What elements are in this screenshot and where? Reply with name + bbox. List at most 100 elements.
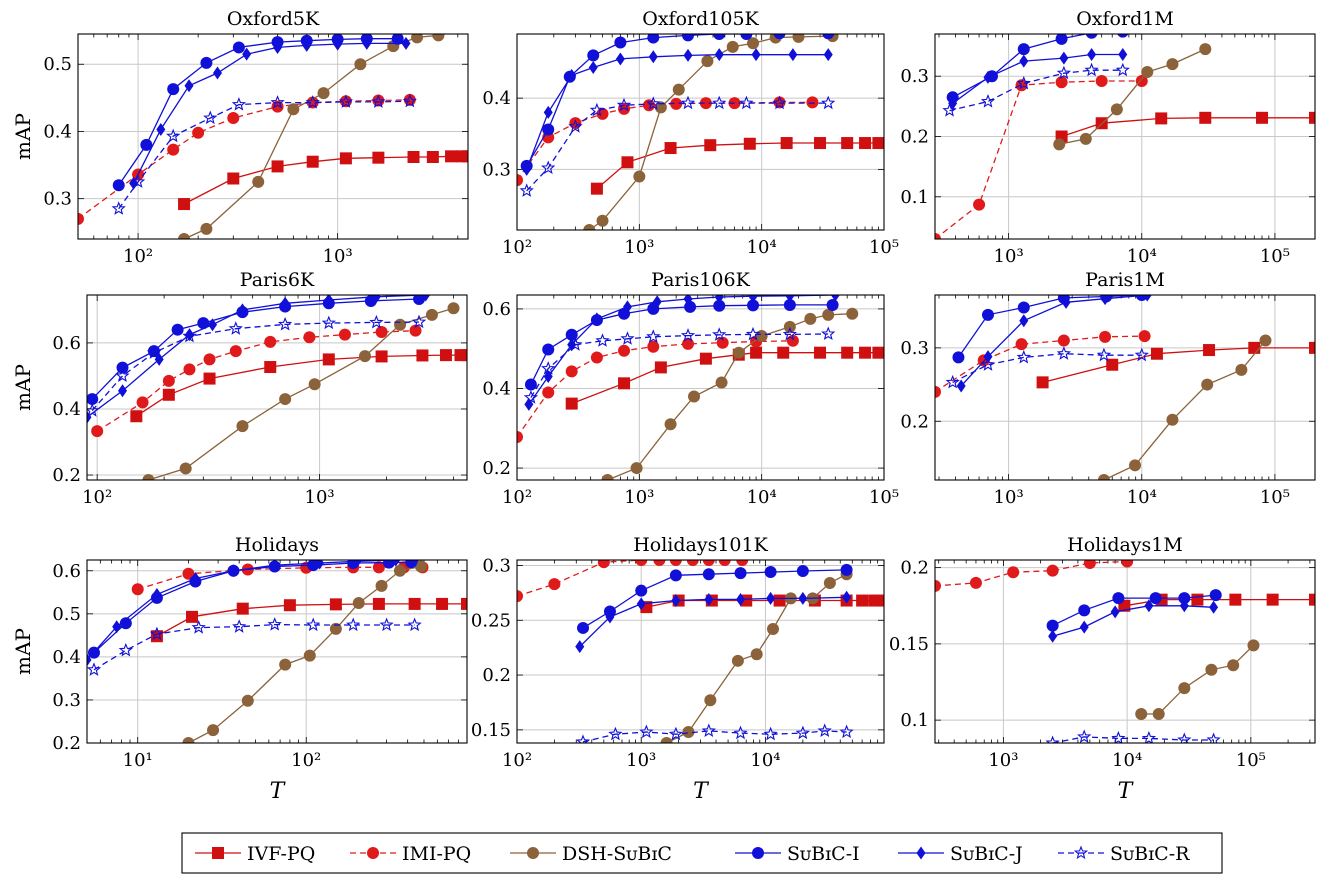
data-point [878, 594, 884, 607]
data-point [329, 622, 342, 635]
data-point [1048, 629, 1058, 643]
data-point [411, 34, 424, 44]
data-point [270, 560, 280, 572]
data-point [750, 346, 763, 359]
data-point [780, 137, 793, 150]
data-point [1142, 295, 1152, 302]
data-point [714, 48, 724, 62]
data-point [664, 418, 677, 431]
data-point [713, 34, 726, 40]
legend-marker [916, 846, 926, 860]
data-point [686, 560, 699, 566]
data-point [734, 567, 747, 580]
data-point [822, 308, 835, 321]
data-point [1121, 560, 1134, 568]
data-point [980, 93, 996, 108]
data-point [182, 737, 195, 743]
data-point [1118, 48, 1128, 61]
data-point [426, 151, 439, 163]
data-point [1235, 363, 1248, 376]
data-point [1209, 600, 1219, 614]
data-point [732, 346, 745, 359]
chart-title: Paris6K [240, 269, 315, 291]
series-line-subic-r [530, 333, 829, 398]
data-point [517, 590, 523, 603]
data-point [339, 152, 352, 165]
legend-marker [1073, 845, 1089, 860]
data-point [704, 139, 717, 152]
data-point [112, 179, 125, 192]
data-point [1155, 112, 1168, 125]
data-point [699, 97, 712, 110]
x-tick-label: 10⁵ [1236, 750, 1266, 771]
data-point [115, 368, 130, 383]
data-point [615, 52, 625, 66]
data-point [394, 318, 407, 331]
data-point [415, 560, 428, 573]
series-line-dsh-subic [183, 34, 439, 239]
y-tick-label: 0.3 [482, 555, 511, 576]
data-point [524, 378, 537, 391]
data-point [817, 723, 832, 738]
y-tick-label: 0.3 [482, 159, 511, 180]
x-tick-label: 10³ [624, 237, 654, 258]
x-tick-label: 10³ [624, 487, 654, 508]
data-point [712, 95, 727, 110]
series-line-imi-pq [96, 330, 416, 432]
data-point [445, 150, 458, 163]
data-point [680, 95, 696, 110]
data-point [671, 594, 681, 608]
series-line-subic-j [87, 295, 426, 418]
data-point [91, 425, 104, 438]
data-point [683, 48, 693, 62]
data-point [375, 579, 388, 592]
x-tick-label: 10⁴ [1127, 246, 1157, 267]
data-point [1141, 65, 1154, 78]
legend-label: IMI-PQ [402, 843, 471, 865]
y-tick-label: 0.25 [471, 610, 511, 631]
panel-oxford1m: 10³ 10⁴ 10⁵ 0.1 0.2 0.3 Oxford1M [900, 8, 1316, 267]
data-point [842, 590, 852, 604]
data-point [303, 649, 316, 662]
data-point [1053, 138, 1066, 151]
data-point [228, 564, 238, 578]
data-point [1150, 347, 1163, 360]
y-axis-label: mAP [11, 364, 35, 411]
data-point [795, 725, 811, 740]
series-line-imi-pq [517, 101, 813, 181]
data-point [804, 312, 817, 325]
series-line-subic-j [528, 295, 836, 405]
legend-item-dsh-subic: DSH-SᴜBɪC [510, 843, 672, 865]
data-point [229, 345, 242, 358]
data-point [1019, 314, 1029, 328]
data-point [232, 619, 247, 633]
legend-item-subic-r: SᴜBɪC-R [1058, 843, 1190, 865]
data-point [980, 357, 996, 371]
panel-paris1m: 10³ 10⁴ 10⁵ 0.2 0.3 Paris1M [900, 269, 1316, 508]
y-tick-label: 0.6 [52, 561, 81, 582]
data-point [736, 560, 749, 566]
plot-frame [934, 33, 1316, 240]
data-point [969, 576, 982, 589]
y-axis-label: mAP [11, 628, 35, 675]
data-point [338, 94, 354, 108]
data-point [519, 183, 534, 197]
data-point [267, 617, 282, 631]
plot-frame [934, 559, 1316, 744]
chart-title: Oxford5K [227, 8, 320, 30]
data-point [575, 734, 591, 743]
legend-marker [752, 847, 764, 859]
data-point [688, 390, 701, 403]
data-point [633, 170, 646, 183]
data-point [796, 564, 809, 577]
series-group [517, 560, 884, 743]
data-point [684, 300, 697, 313]
data-point [372, 561, 385, 574]
data-point [856, 594, 869, 607]
data-point [1179, 599, 1189, 613]
data-point [745, 326, 761, 341]
data-point [973, 198, 986, 211]
data-point [410, 560, 420, 567]
data-point [306, 617, 321, 632]
series-line-imi-pq [935, 80, 1142, 239]
